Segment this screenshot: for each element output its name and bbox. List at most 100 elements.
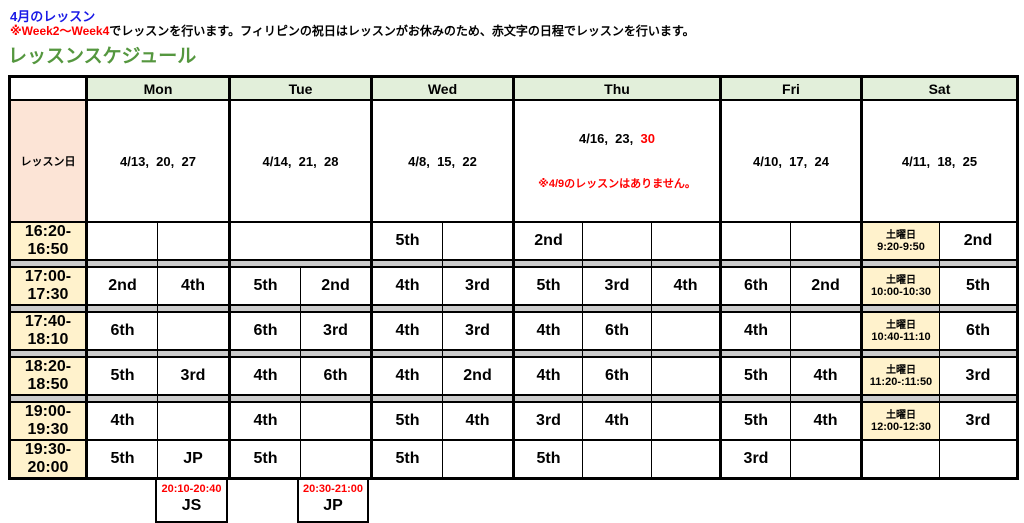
day-header-mon: Mon <box>85 75 230 101</box>
saturday-time: 10:00-10:30 <box>871 286 931 298</box>
separator-cell <box>719 304 791 313</box>
separator-cell <box>582 349 652 358</box>
empty-cell <box>651 356 721 396</box>
lesson-cell: 5th <box>512 266 583 306</box>
dates-mon: 4/13, 20, 27 <box>85 99 230 223</box>
dates-sat: 4/11, 18, 25 <box>860 99 1018 223</box>
lesson-cell: 3rd <box>939 356 1018 396</box>
lesson-cell: 4th <box>442 401 514 441</box>
separator-cell <box>790 304 862 313</box>
separator-cell <box>790 394 862 403</box>
lesson-cell: 6th <box>719 266 791 306</box>
empty-cell <box>442 221 514 261</box>
separator-cell <box>442 259 514 268</box>
separator-cell <box>512 394 583 403</box>
separator-cell <box>85 304 158 313</box>
lesson-schedule: Mon Tue Wed Thu Fri Sat レッスン日 4/13, 20, … <box>8 75 1019 523</box>
lesson-cell: 6th <box>85 311 158 351</box>
extra-lesson-jp-time: 20:30-21:00 <box>303 483 363 495</box>
empty-cell <box>157 311 230 351</box>
lesson-cell: 3rd <box>512 401 583 441</box>
corner-blank-cell <box>8 75 87 101</box>
saturday-time-cell: 土曜日 12:00-12:30 <box>860 401 940 441</box>
lesson-cell: 4th <box>512 311 583 351</box>
time-slot-label: 19:30-20:00 <box>8 439 87 480</box>
separator-cell <box>370 304 443 313</box>
lesson-cell: 4th <box>651 266 721 306</box>
lesson-cell: 6th <box>582 356 652 396</box>
lesson-cell: 5th <box>370 401 443 441</box>
lesson-cell: 5th <box>85 439 158 480</box>
separator-cell <box>370 349 443 358</box>
saturday-time-cell: 土曜日 10:00-10:30 <box>860 266 940 306</box>
corner-label: レッスン日 <box>8 99 87 223</box>
separator-cell <box>939 394 1018 403</box>
separator-cell <box>860 349 940 358</box>
separator-cell <box>157 349 230 358</box>
saturday-time-cell: 土曜日 10:40-11:10 <box>860 311 940 351</box>
lesson-cell: 2nd <box>442 356 514 396</box>
separator-cell <box>157 304 230 313</box>
separator-strip-row <box>8 304 1018 313</box>
day-header-thu: Thu <box>512 75 721 101</box>
separator-cell <box>582 259 652 268</box>
lesson-cell: 4th <box>228 401 301 441</box>
date-header-row: レッスン日 4/13, 20, 27 4/14, 21, 28 4/8, 15,… <box>8 99 1018 223</box>
dates-thu-note: ※4/9のレッスンはありません。 <box>538 178 696 190</box>
separator-cell <box>228 259 372 268</box>
dates-tue: 4/14, 21, 28 <box>228 99 372 223</box>
separator-strip-row <box>8 349 1018 358</box>
empty-cell <box>157 221 230 261</box>
empty-cell <box>790 439 862 480</box>
lesson-cell: 5th <box>939 266 1018 306</box>
lesson-cell: 4th <box>719 311 791 351</box>
schedule-row: 19:00-19:30 4th 4th 5th 4th 3rd 4th 5th 4th 土曜日 12… <box>8 401 1018 441</box>
separator-cell <box>582 394 652 403</box>
lesson-cell: 5th <box>512 439 583 480</box>
saturday-time-cell: 土曜日 11:20-:11:50 <box>860 356 940 396</box>
separator-cell <box>228 349 301 358</box>
separator-cell <box>442 304 514 313</box>
separator-cell <box>85 259 158 268</box>
lesson-cell: 3rd <box>157 356 230 396</box>
separator-cell <box>860 394 940 403</box>
separator-cell <box>790 259 862 268</box>
separator-cell <box>85 349 158 358</box>
separator-cell <box>442 349 514 358</box>
separator-cell <box>651 304 721 313</box>
separator-cell <box>8 304 87 313</box>
empty-cell <box>582 439 652 480</box>
separator-cell <box>512 349 583 358</box>
dates-fri: 4/10, 17, 24 <box>719 99 862 223</box>
separator-cell <box>300 349 372 358</box>
dates-thu-black: 4/16, 23, <box>579 131 641 146</box>
saturday-label: 土曜日 <box>886 410 916 421</box>
separator-cell <box>860 259 940 268</box>
lesson-cell: 4th <box>85 401 158 441</box>
lesson-cell: 5th <box>719 401 791 441</box>
separator-cell <box>228 394 301 403</box>
saturday-time: 11:20-:11:50 <box>869 376 933 388</box>
dates-thu: 4/16, 23, 30 ※4/9のレッスンはありません。 <box>512 99 721 223</box>
empty-cell <box>228 221 372 261</box>
saturday-time-cell: 土曜日 9:20-9:50 <box>860 221 940 261</box>
lesson-cell: 6th <box>939 311 1018 351</box>
empty-cell <box>300 439 372 480</box>
day-header-wed: Wed <box>370 75 514 101</box>
lesson-cell: 2nd <box>512 221 583 261</box>
lesson-cell: 6th <box>228 311 301 351</box>
empty-cell <box>651 439 721 480</box>
empty-cell <box>157 401 230 441</box>
day-header-row: Mon Tue Wed Thu Fri Sat <box>8 75 1018 101</box>
time-slot-label: 16:20-16:50 <box>8 221 87 261</box>
lesson-cell: 4th <box>228 356 301 396</box>
separator-cell <box>719 349 791 358</box>
lesson-cell: 3rd <box>719 439 791 480</box>
lesson-cell: 2nd <box>790 266 862 306</box>
schedule-row: 18:20-18:50 5th 3rd 4th 6th 4th 2nd 4th 6th 5th 4t… <box>8 356 1018 396</box>
section-heading: レッスンスケジュール <box>8 46 197 67</box>
separator-cell <box>939 259 1018 268</box>
separator-cell <box>651 394 721 403</box>
extra-lesson-js-time: 20:10-20:40 <box>161 483 222 495</box>
saturday-label: 土曜日 <box>886 365 916 376</box>
